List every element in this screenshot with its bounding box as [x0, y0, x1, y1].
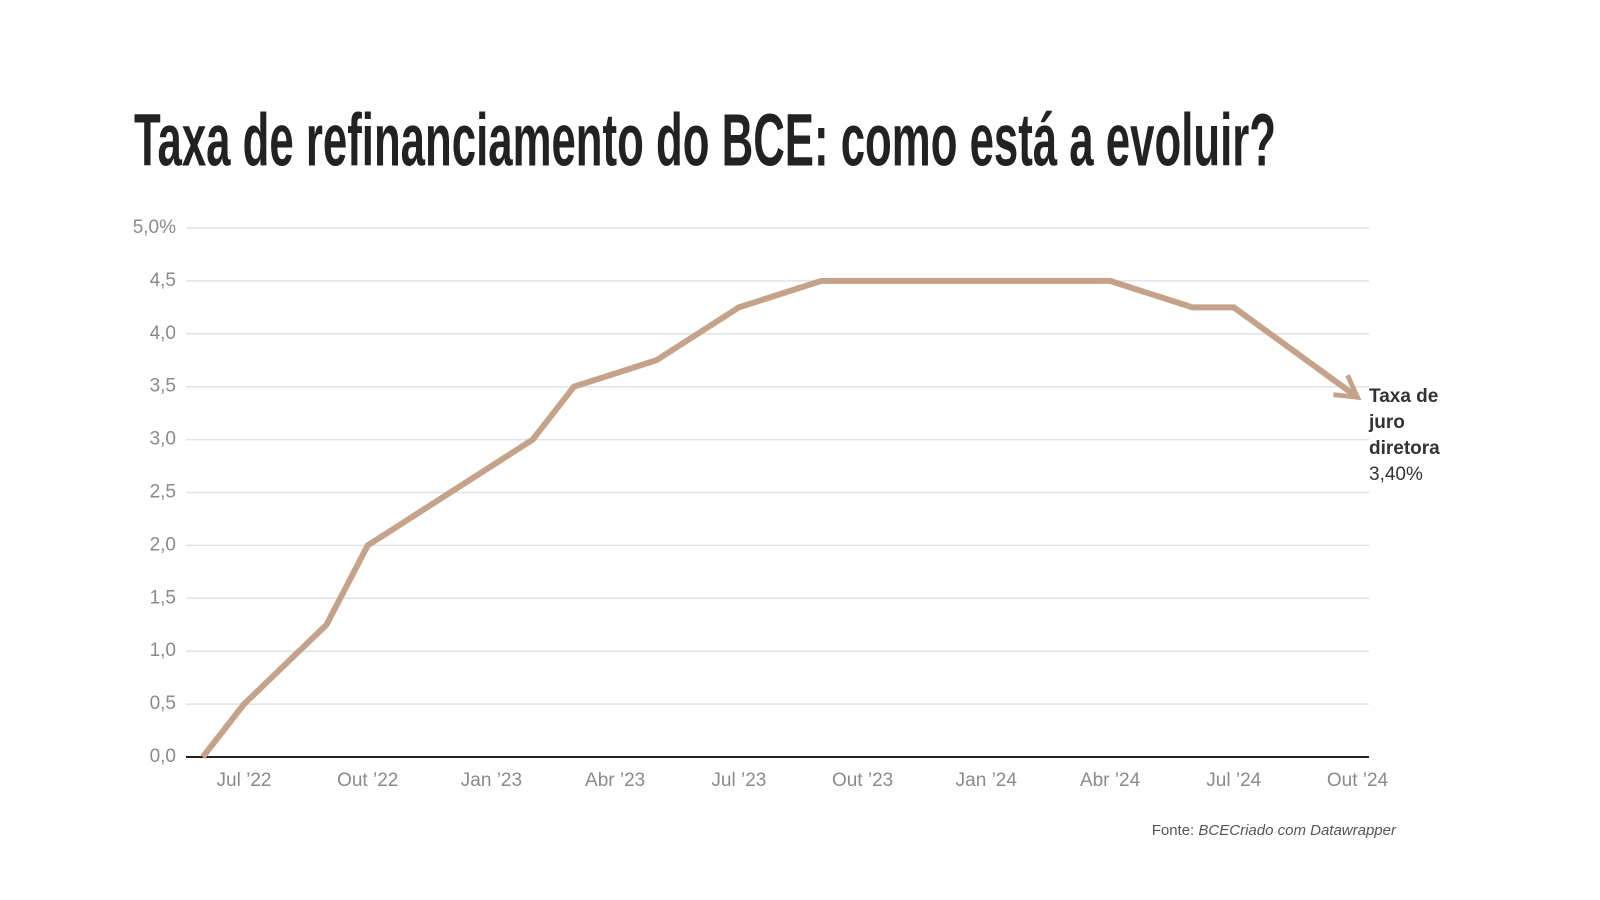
y-tick-label: 2,5: [150, 482, 176, 503]
x-tick-label: Out ’22: [337, 770, 398, 791]
value-label: 3,40%: [1369, 464, 1423, 485]
credit: Criado com Datawrapper: [1229, 822, 1396, 839]
source: Fonte: BCECriado com Datawrapper: [1152, 822, 1396, 839]
y-tick-label: 1,0: [150, 640, 176, 661]
source-prefix: Fonte:: [1151, 822, 1195, 839]
x-tick-label: Abr ’24: [1080, 770, 1141, 791]
y-tick-label: 3,0: [150, 429, 176, 450]
y-tick-label: 3,5: [150, 376, 176, 397]
y-tick-label: 0,5: [150, 693, 176, 714]
y-tick-label: 2,0: [150, 534, 176, 555]
chart-title: Taxa de refinanciamento do BCE: como est…: [134, 99, 1276, 182]
x-tick-label: Jan ’24: [956, 770, 1018, 791]
y-tick-label: 4,0: [150, 323, 176, 344]
x-tick-label: Out ’23: [832, 770, 893, 791]
end-label: Taxa de juro diretora 3,40%: [1369, 384, 1459, 488]
line: [200, 277, 1362, 759]
x-tick-label: Jul ’24: [1206, 770, 1261, 791]
x-tick-label: Jul ’23: [711, 770, 766, 791]
y-tick-label: 4,5: [150, 270, 176, 291]
y-tick-label: 0,0: [150, 746, 176, 767]
y-tick-label: 5,0%: [133, 217, 176, 238]
series-label: Taxa de juro diretora: [1369, 386, 1440, 459]
x-tick-label: Out ’24: [1327, 770, 1389, 791]
x-tick-label: Abr ’23: [585, 770, 645, 791]
y-tick-label: 1,5: [150, 587, 176, 608]
x-tick-label: Jul ’22: [217, 770, 272, 791]
source-name: BCE: [1198, 822, 1230, 839]
x-tick-label: Jan ’23: [461, 770, 522, 791]
